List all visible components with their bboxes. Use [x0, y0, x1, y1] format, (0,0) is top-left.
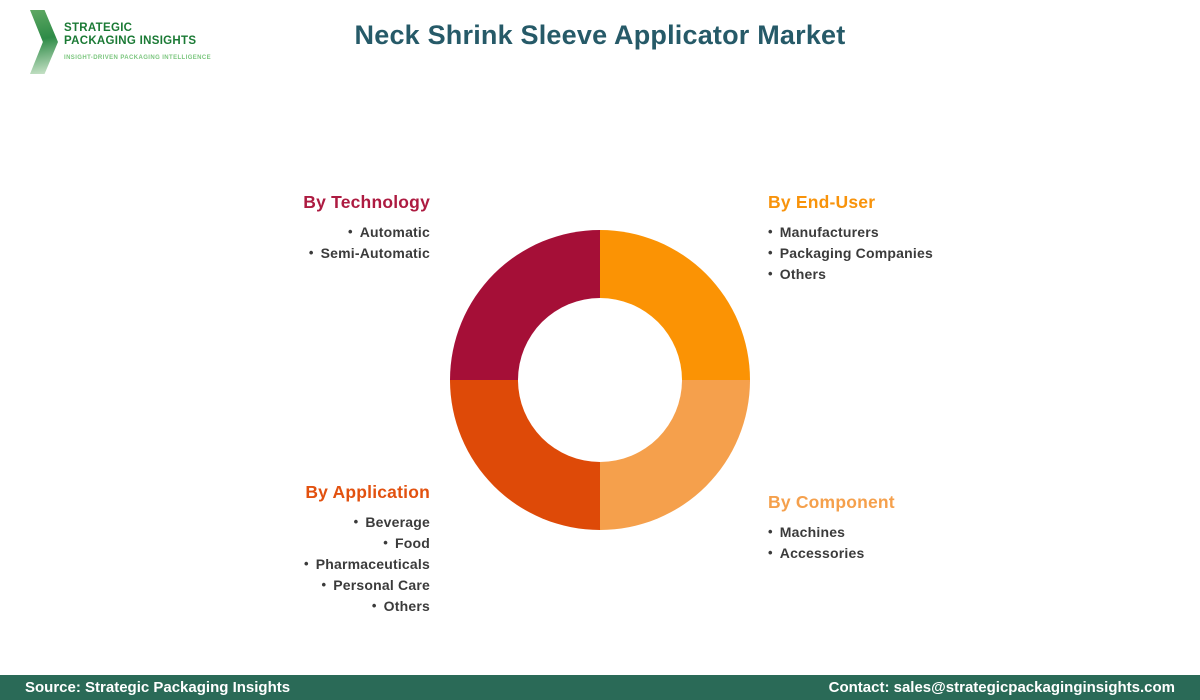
- segment-list-by-component: Machines Accessories: [768, 522, 895, 564]
- list-item: Accessories: [768, 543, 895, 564]
- logo-text: STRATEGIC PACKAGING INSIGHTS INSIGHT-DRI…: [64, 10, 211, 74]
- list-item: Automatic: [303, 222, 430, 243]
- list-item: Semi-Automatic: [303, 243, 430, 264]
- segment-by-component: By Component Machines Accessories: [768, 492, 895, 564]
- list-item: Pharmaceuticals: [304, 554, 430, 575]
- footer-source: Source: Strategic Packaging Insights: [25, 679, 291, 696]
- list-item: Personal Care: [304, 575, 430, 596]
- brand-logo: STRATEGIC PACKAGING INSIGHTS INSIGHT-DRI…: [30, 10, 211, 74]
- list-item: Machines: [768, 522, 895, 543]
- segment-by-end-user: By End-User Manufacturers Packaging Comp…: [768, 192, 933, 285]
- segment-by-application: By Application Beverage Food Pharmaceuti…: [304, 482, 430, 617]
- list-item: Others: [304, 596, 430, 617]
- segment-heading-by-end-user: By End-User: [768, 192, 876, 212]
- donut-chart: [450, 230, 750, 530]
- list-item: Others: [768, 264, 933, 285]
- list-item: Packaging Companies: [768, 243, 933, 264]
- logo-line1: STRATEGIC: [64, 22, 133, 34]
- segment-list-by-end-user: Manufacturers Packaging Companies Others: [768, 222, 933, 285]
- logo-tagline: INSIGHT-DRIVEN PACKAGING INTELLIGENCE: [64, 55, 212, 61]
- donut-hole: [518, 298, 682, 462]
- segment-heading-by-technology: By Technology: [303, 192, 430, 212]
- segment-by-technology: By Technology Automatic Semi-Automatic: [303, 192, 430, 264]
- page-title: Neck Shrink Sleeve Applicator Market: [354, 20, 846, 50]
- segment-list-by-technology: Automatic Semi-Automatic: [303, 222, 430, 264]
- footer-contact: Contact: sales@strategicpackaginginsight…: [828, 679, 1175, 696]
- segment-heading-by-application: By Application: [305, 482, 430, 502]
- list-item: Beverage: [304, 512, 430, 533]
- logo-line2: PACKAGING INSIGHTS: [64, 35, 197, 47]
- segment-heading-by-component: By Component: [768, 492, 895, 512]
- footer-bar: Source: Strategic Packaging Insights Con…: [0, 675, 1200, 700]
- list-item: Food: [304, 533, 430, 554]
- list-item: Manufacturers: [768, 222, 933, 243]
- segment-list-by-application: Beverage Food Pharmaceuticals Personal C…: [304, 512, 430, 617]
